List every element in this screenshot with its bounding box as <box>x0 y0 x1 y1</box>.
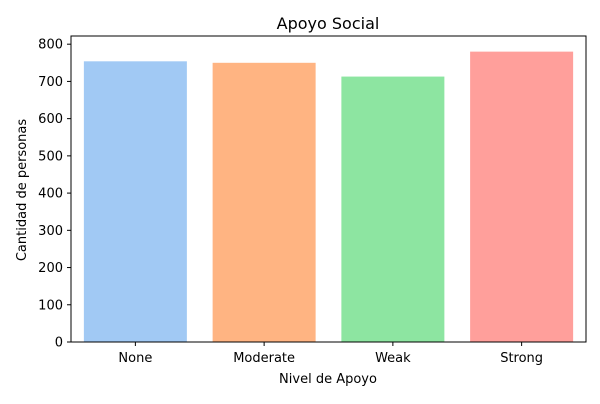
x-tick-label: Moderate <box>233 351 295 366</box>
bar-weak <box>341 76 445 342</box>
x-tick-label: None <box>118 351 152 366</box>
y-tick-label: 0 <box>55 336 63 351</box>
plot-frame <box>70 35 587 343</box>
y-tick-label: 700 <box>38 75 63 90</box>
y-tick-label: 400 <box>38 187 63 202</box>
x-tick-label: Weak <box>375 351 411 366</box>
bars-layer <box>83 51 574 343</box>
y-tick-label: 300 <box>38 224 63 239</box>
x-tick-label: Strong <box>500 351 543 366</box>
y-tick-label: 500 <box>38 149 63 164</box>
y-axis-label: Cantidad de personas <box>15 119 30 262</box>
x-axis-label: Nivel de Apoyo <box>279 372 377 387</box>
ticks-layer: None Moderate Weak Strong 0 100 200 300 400 500 60… <box>38 38 543 366</box>
bar-none <box>83 61 187 342</box>
bar-strong <box>470 51 574 342</box>
chart-title: Apoyo Social <box>277 14 380 33</box>
y-tick-label: 600 <box>38 112 63 127</box>
bar-moderate <box>212 62 316 343</box>
y-tick-label: 200 <box>38 261 63 276</box>
y-tick-label: 100 <box>38 298 63 313</box>
y-tick-label: 800 <box>38 38 63 53</box>
